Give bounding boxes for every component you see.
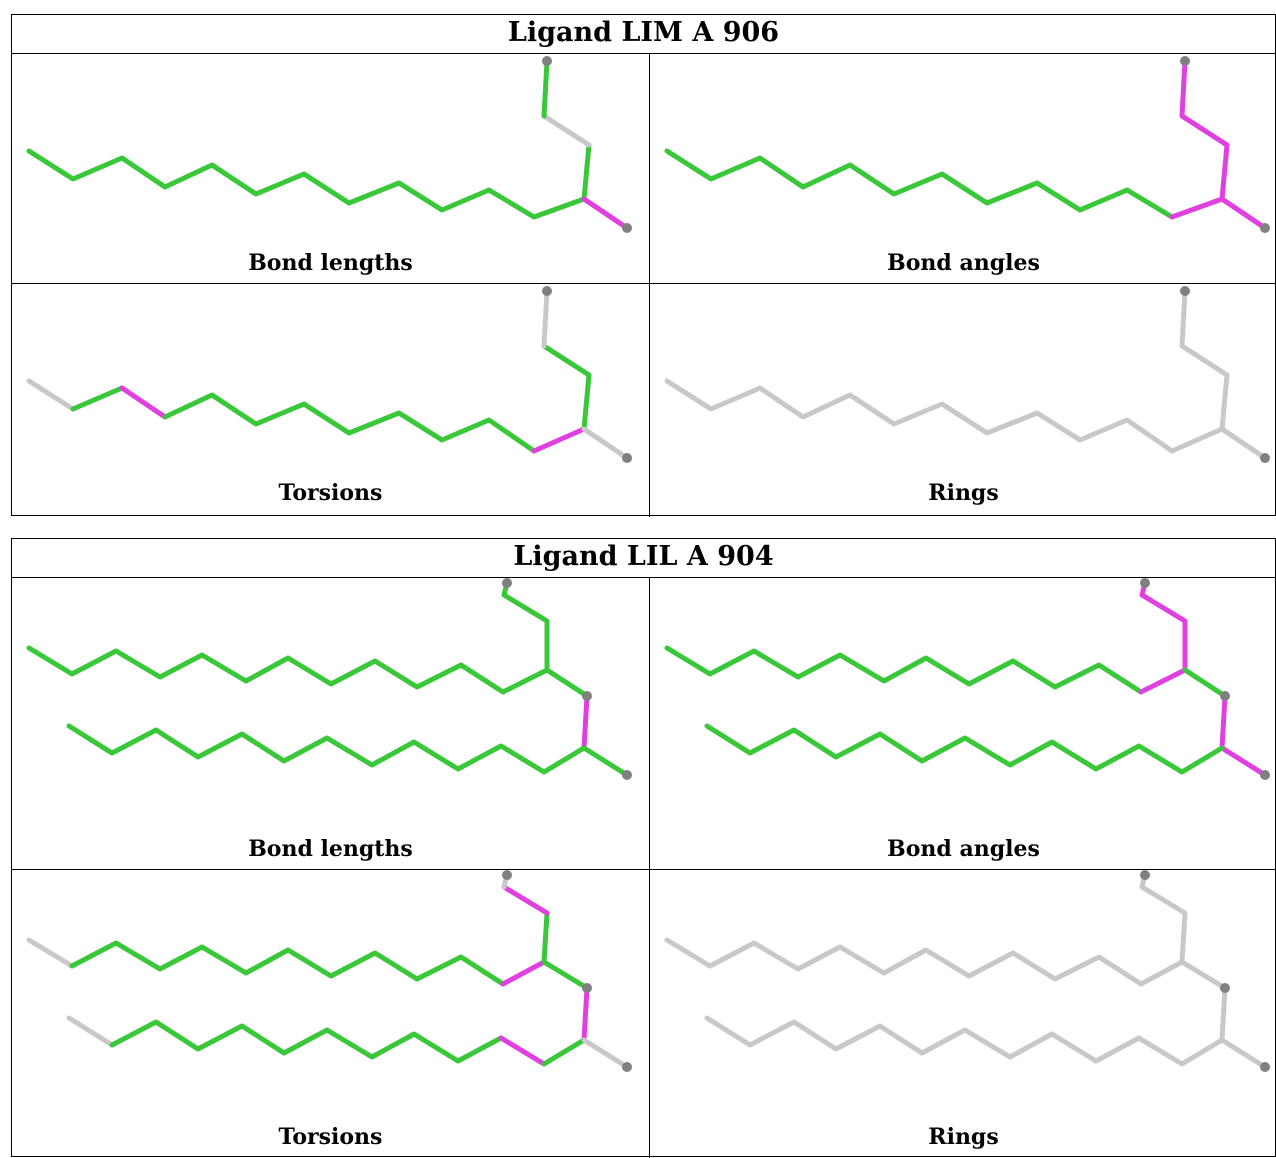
- panel-label: Bond lengths: [248, 836, 413, 862]
- panel-bond-lengths: Bond lengths: [12, 578, 649, 869]
- panel-label: Rings: [928, 1124, 999, 1150]
- molecule-diagram: [26, 56, 632, 233]
- panel-bond-lengths: Bond lengths: [12, 54, 649, 283]
- molecule-diagram: [664, 56, 1270, 233]
- molecule-diagram: [26, 870, 632, 1072]
- panel-label: Bond angles: [887, 836, 1040, 862]
- panel-label: Bond lengths: [248, 250, 413, 276]
- panel-torsions: Torsions: [12, 284, 649, 517]
- ligand-title: Ligand LIL A 904: [12, 539, 1275, 578]
- panel-bond-angles: Bond angles: [650, 578, 1276, 869]
- column-divider: [649, 53, 650, 517]
- molecule-diagram: [664, 286, 1270, 463]
- ligand-title: Ligand LIM A 906: [12, 15, 1275, 54]
- molecule-diagram: [664, 578, 1270, 780]
- panel-rings: Rings: [650, 284, 1276, 517]
- column-divider: [649, 577, 650, 1158]
- ligand-table-lil: Ligand LIL A 904 Bond lengths: [11, 538, 1276, 1158]
- panel-label: Torsions: [278, 480, 383, 506]
- panel-label: Torsions: [278, 1124, 383, 1150]
- molecule-diagram: [26, 578, 632, 780]
- panel-torsions: Torsions: [12, 870, 649, 1158]
- panel-rings: Rings: [650, 870, 1276, 1158]
- panel-label: Bond angles: [887, 250, 1040, 276]
- row-divider: [12, 869, 1275, 870]
- panel-label: Rings: [928, 480, 999, 506]
- panel-bond-angles: Bond angles: [650, 54, 1276, 283]
- molecule-diagram: [664, 870, 1270, 1072]
- row-divider: [12, 283, 1275, 284]
- ligand-table-lim: Ligand LIM A 906 Bond lengths: [11, 14, 1276, 517]
- molecule-diagram: [26, 286, 632, 463]
